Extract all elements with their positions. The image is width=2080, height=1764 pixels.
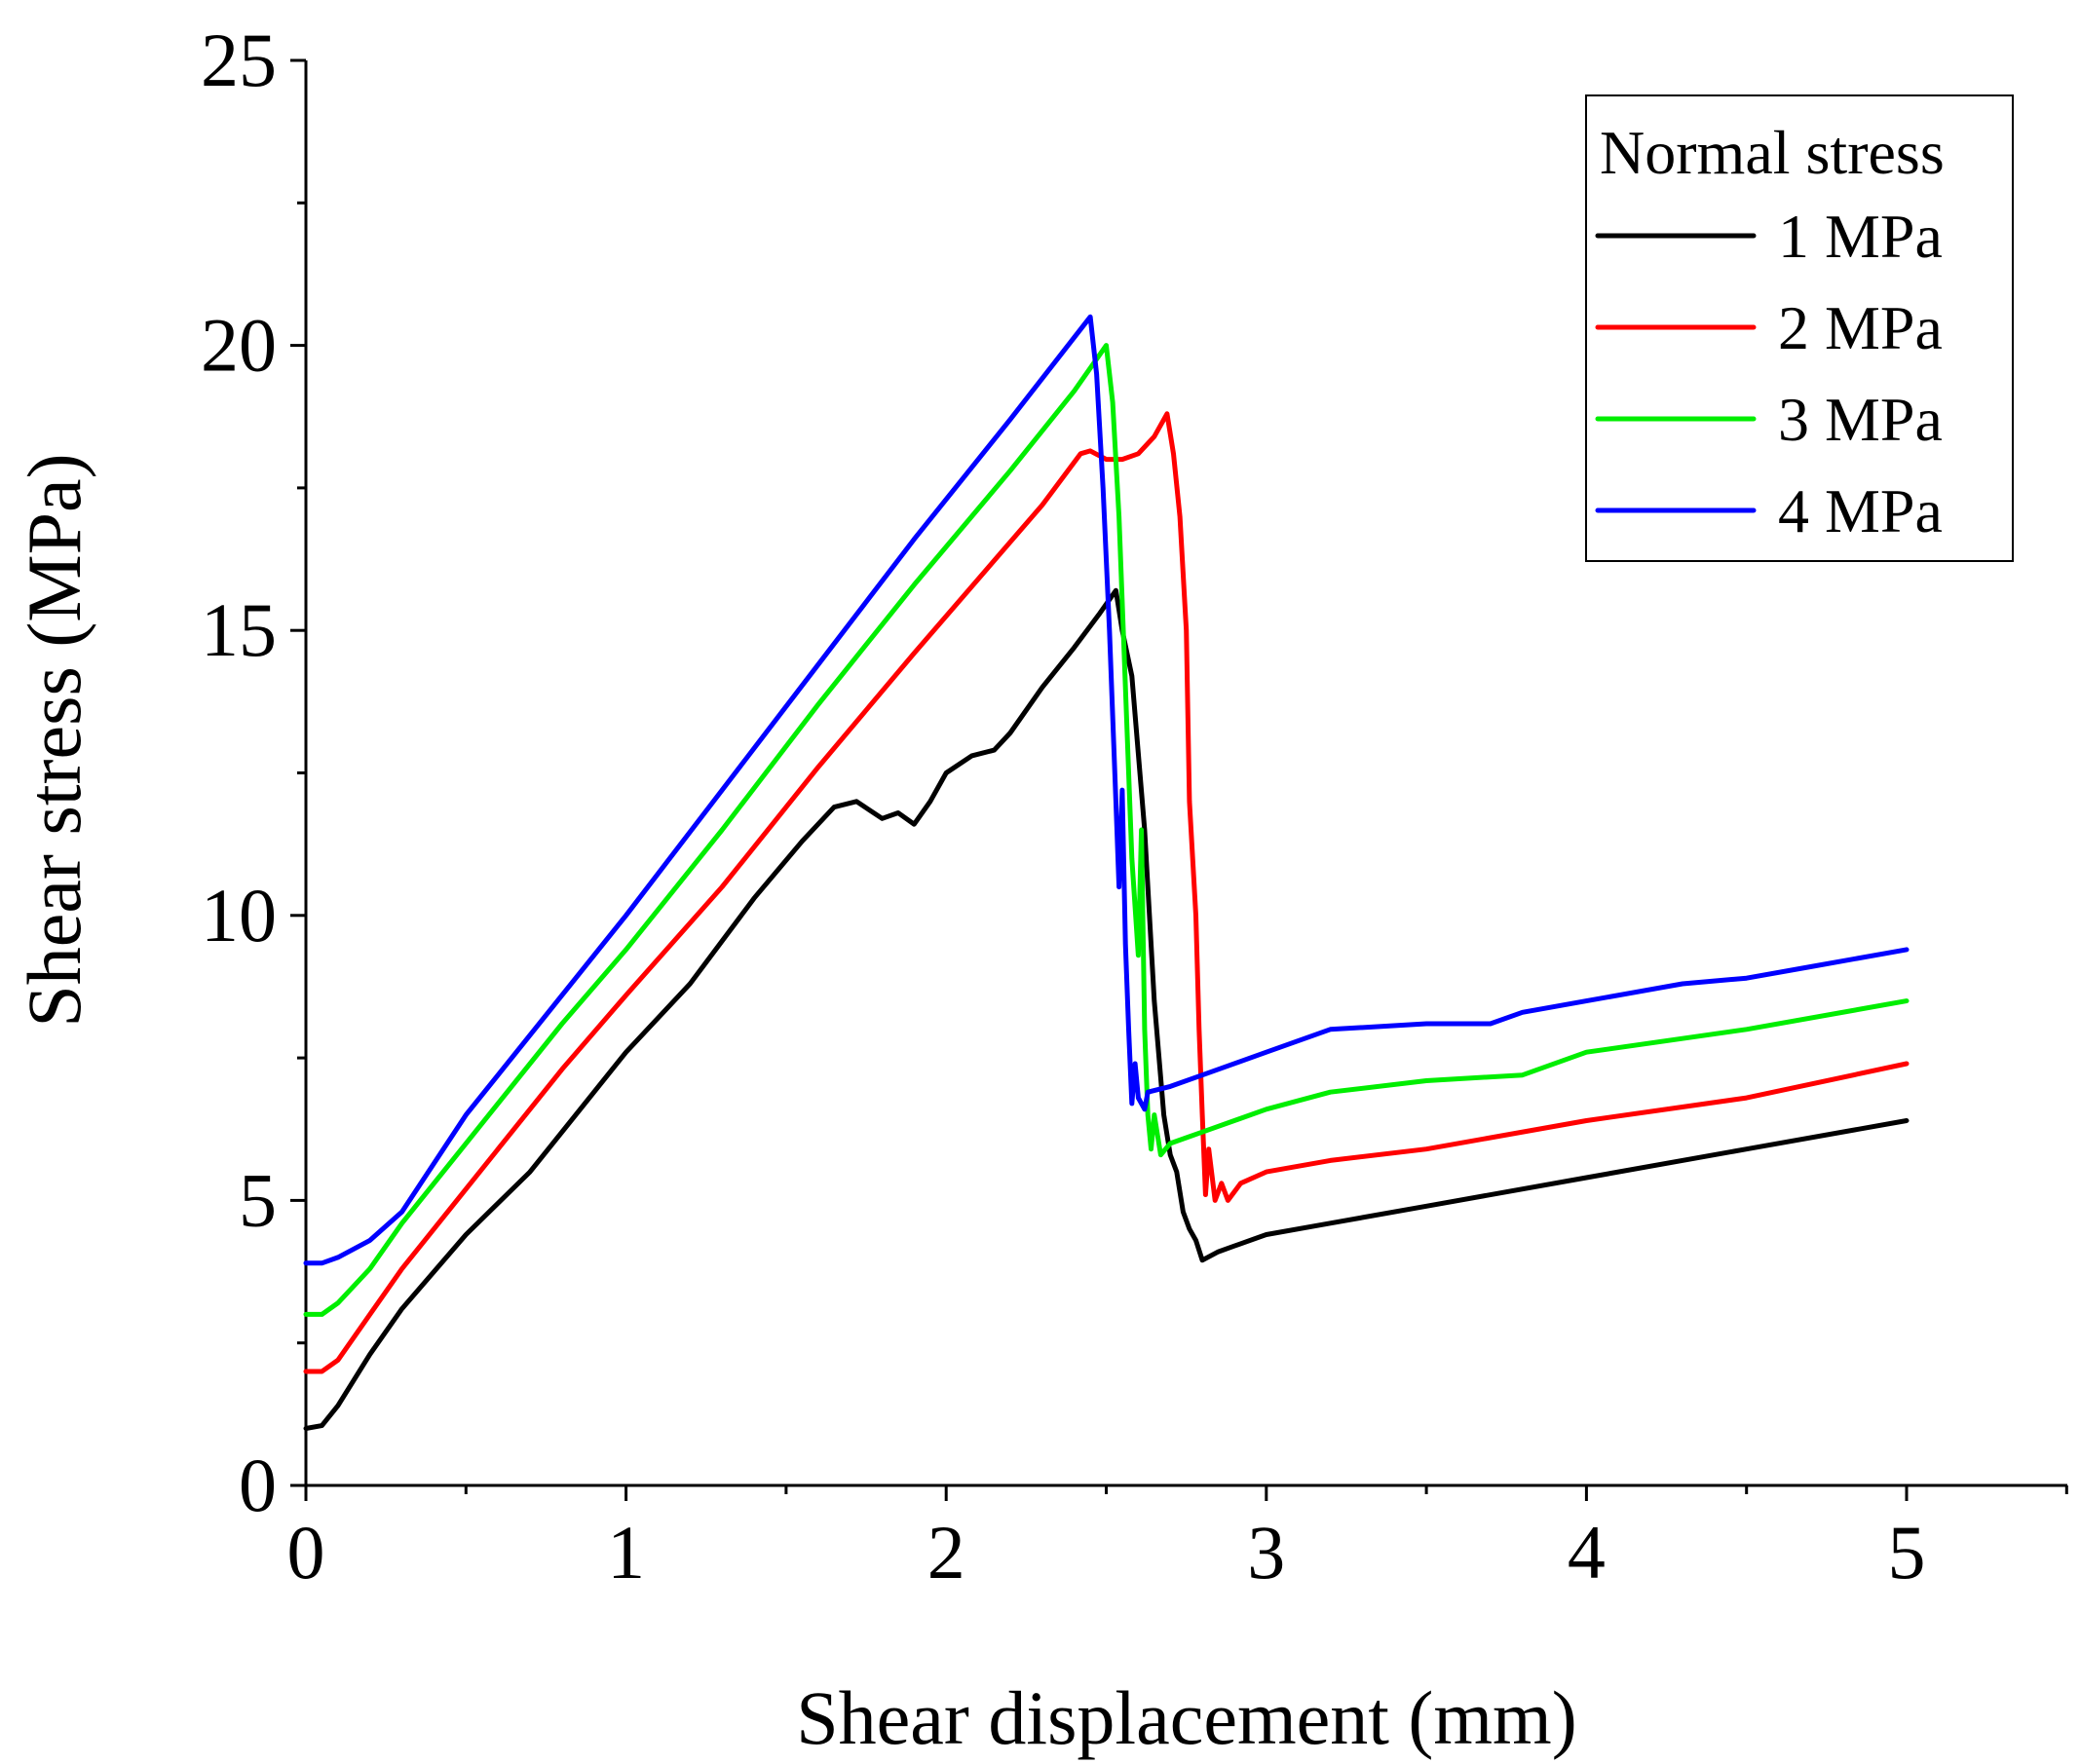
y-tick-label: 0 (239, 1443, 277, 1527)
y-tick-label: 10 (201, 873, 277, 957)
series-line-2-mpa (303, 411, 1910, 1374)
legend-title: Normal stress (1600, 118, 1945, 187)
x-tick-label: 0 (287, 1510, 325, 1595)
x-tick-label: 3 (1247, 1510, 1285, 1595)
legend-label-4: 4 MPa (1778, 476, 1943, 545)
legend-label-1: 1 MPa (1778, 202, 1943, 271)
x-axis-title: Shear displacement (mm) (796, 1675, 1576, 1760)
y-tick-label: 25 (201, 18, 277, 102)
x-tick-label: 2 (927, 1510, 965, 1595)
legend: Normal stress 1 MPa 2 MPa 3 MPa 4 MPa (1585, 94, 2014, 562)
series-line-4-mpa (303, 314, 1910, 1266)
y-tick-label: 15 (201, 587, 277, 672)
axis-ticks: 0 1 2 3 4 5 0 5 10 15 20 25 (201, 18, 2068, 1595)
y-tick-label: 20 (201, 303, 277, 388)
x-tick-label: 1 (607, 1510, 645, 1595)
x-tick-label: 5 (1888, 1510, 1926, 1595)
legend-label-2: 2 MPa (1778, 293, 1943, 362)
legend-label-3: 3 MPa (1778, 385, 1943, 454)
legend-entries: 1 MPa 2 MPa 3 MPa 4 MPa (1595, 202, 1943, 545)
series-group (303, 314, 1910, 1431)
series-line-1-mpa (303, 587, 1910, 1431)
series-line-3-mpa (303, 343, 1910, 1317)
y-axis-title: Shear stress (MPa) (12, 453, 96, 1027)
x-tick-label: 4 (1568, 1510, 1606, 1595)
y-tick-label: 5 (239, 1157, 277, 1242)
